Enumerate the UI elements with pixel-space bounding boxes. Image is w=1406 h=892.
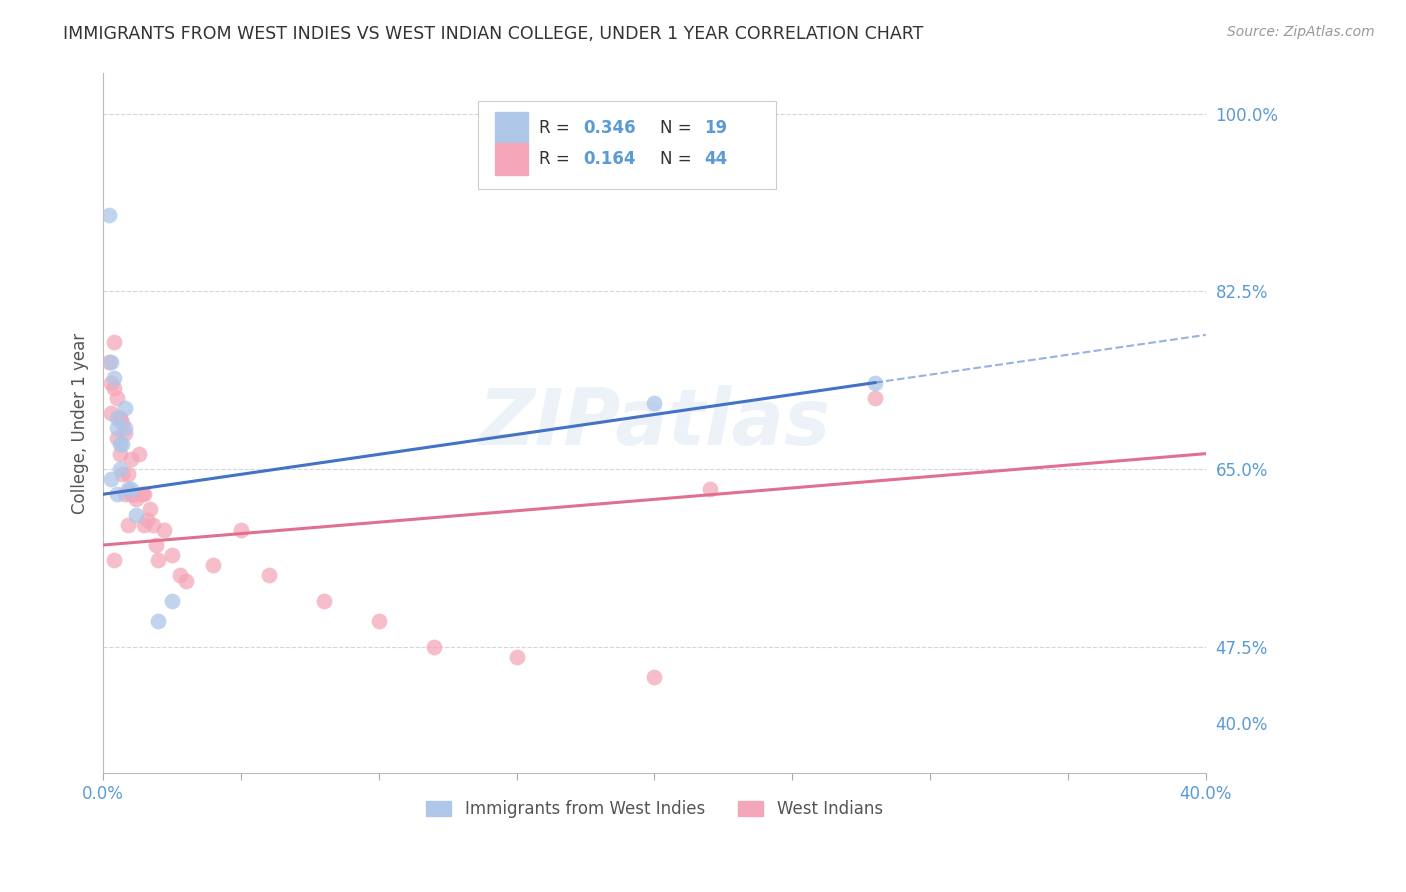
Text: Source: ZipAtlas.com: Source: ZipAtlas.com [1227,25,1375,39]
Text: 0.164: 0.164 [583,150,636,168]
Point [108,411,131,425]
Text: ZIPatlas: ZIPatlas [478,385,831,461]
Point [863,376,886,390]
Text: 19: 19 [704,119,727,136]
Point [148,553,170,567]
Point [643,670,665,684]
Point [229,523,252,537]
Point [100,376,122,390]
Point [125,492,148,507]
Point [108,462,131,476]
Point [120,482,142,496]
Point [105,432,128,446]
Point [169,568,191,582]
Point [100,472,122,486]
Point [108,436,131,450]
Point [174,574,197,588]
Y-axis label: College, Under 1 year: College, Under 1 year [72,333,89,514]
Point [105,391,128,405]
Point [97,208,120,222]
Point [105,411,128,425]
Point [114,421,136,435]
Point [117,482,139,496]
Point [108,447,131,461]
Point [103,381,125,395]
Legend: Immigrants from West Indies, West Indians: Immigrants from West Indies, West Indian… [419,793,890,824]
Point [142,517,165,532]
Point [160,548,183,562]
Point [114,426,136,441]
Point [423,640,446,654]
Point [125,508,148,522]
Text: 44: 44 [704,150,727,168]
Point [103,553,125,567]
Point [148,614,170,628]
Text: IMMIGRANTS FROM WEST INDIES VS WEST INDIAN COLLEGE, UNDER 1 YEAR CORRELATION CHA: IMMIGRANTS FROM WEST INDIES VS WEST INDI… [63,25,924,43]
Point [139,502,162,516]
Point [160,594,183,608]
Point [136,513,159,527]
Point [152,523,174,537]
Point [312,594,335,608]
Point [103,370,125,384]
Point [134,487,156,501]
Point [643,396,665,410]
Point [105,421,128,435]
Point [145,538,167,552]
Point [108,411,131,425]
Point [111,416,134,430]
Point [134,517,156,532]
Text: R =: R = [538,119,569,136]
Point [505,649,527,664]
Text: N =: N = [659,119,692,136]
Point [699,482,721,496]
Point [111,436,134,450]
FancyBboxPatch shape [495,144,527,175]
Text: R =: R = [538,150,569,168]
FancyBboxPatch shape [495,112,527,144]
Point [100,355,122,369]
Point [100,406,122,420]
Point [122,487,145,501]
Point [117,467,139,481]
Point [202,558,225,573]
Point [120,487,142,501]
Text: 0.346: 0.346 [583,119,636,136]
Point [863,391,886,405]
Point [114,401,136,415]
Point [117,517,139,532]
FancyBboxPatch shape [478,101,776,188]
Point [131,487,153,501]
Point [97,355,120,369]
Point [114,487,136,501]
Point [111,467,134,481]
Point [367,614,389,628]
Point [257,568,280,582]
Point [105,487,128,501]
Point [128,447,150,461]
Text: N =: N = [659,150,692,168]
Point [120,451,142,466]
Point [103,334,125,349]
